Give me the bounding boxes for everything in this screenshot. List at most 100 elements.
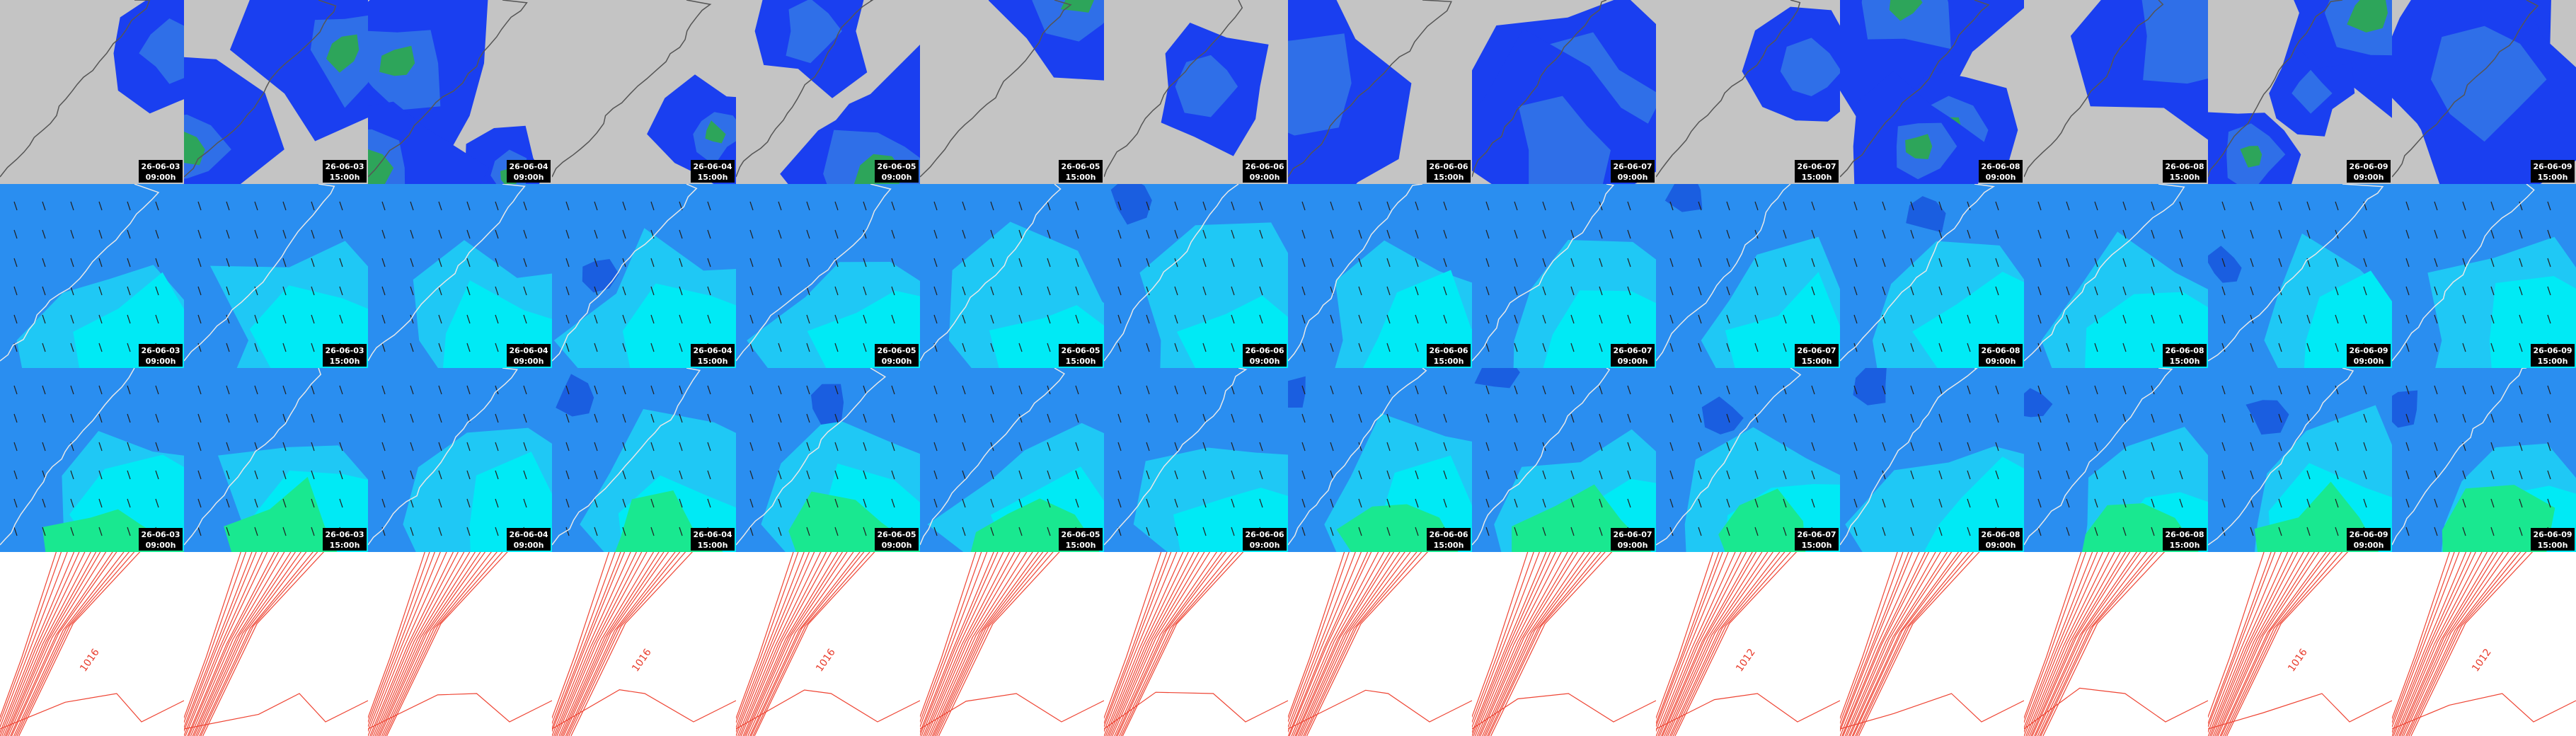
wind-arrow (679, 527, 683, 536)
tile-content (184, 0, 368, 184)
time-label: 09:00h (1250, 173, 1280, 182)
wind-arrow (2066, 470, 2070, 480)
precip-area (2430, 25, 2547, 142)
wind-arrow (1386, 385, 1391, 395)
wind-arrow (2122, 343, 2127, 352)
wind-arrow (1726, 385, 1730, 395)
wind-arrow (1853, 470, 1858, 480)
wind-arrow (749, 343, 754, 352)
wind-arrow (1995, 258, 1999, 268)
wind-arrow (1231, 498, 1235, 508)
isobar (1288, 552, 1362, 733)
wind-arrow (155, 258, 159, 268)
wind-arrow (2335, 527, 2339, 536)
date-label: 26-06-04 (693, 346, 732, 355)
map-tile (1840, 552, 2024, 736)
wind-arrow (565, 258, 570, 268)
wind-arrow (1386, 442, 1391, 452)
wind-arrow (1231, 229, 1235, 239)
label-box (139, 528, 183, 551)
wind-arrow (1443, 314, 1447, 324)
wind-arrow (42, 343, 46, 352)
time-label: 15:00h (2538, 357, 2568, 366)
wind-arrow (622, 498, 626, 508)
isobar (2398, 552, 2494, 736)
date-label: 26-06-09 (2533, 530, 2572, 539)
wind-arrow (311, 229, 315, 239)
wind-arrow (381, 258, 386, 268)
wind-arrow (565, 201, 570, 211)
wind-arrow (1938, 286, 1943, 296)
time-label: 09:00h (2354, 173, 2384, 182)
wind-arrow (410, 314, 414, 324)
wind-arrow (863, 201, 867, 211)
isobar (202, 552, 325, 736)
wind-arrow (2151, 258, 2155, 268)
date-label: 26-06-04 (509, 346, 548, 355)
wind-arrow (1174, 442, 1178, 452)
wind-arrow (1386, 498, 1391, 508)
wind-arrow (2519, 343, 2523, 352)
wind-arrow (1018, 385, 1023, 395)
wind-arrow (1853, 442, 1858, 452)
wind-arrow (1075, 470, 1079, 480)
wind-arrow (749, 258, 754, 268)
wind-arrow (2490, 258, 2495, 268)
wind-arrow (1669, 286, 1674, 296)
coastline (1288, 184, 1423, 362)
wind-arrow (155, 286, 159, 296)
wind-arrow (594, 527, 598, 536)
wind-arrow (1698, 201, 1702, 211)
wind-arrow (438, 527, 442, 536)
wind-arrow (70, 201, 74, 211)
wind-arrow (933, 286, 938, 296)
wind-arrow (650, 442, 655, 452)
precip-area (2292, 69, 2333, 114)
isobar (920, 693, 1104, 730)
wind-arrow (891, 286, 895, 296)
isobar (920, 552, 977, 718)
label-box (691, 344, 735, 367)
wind-arrow (962, 527, 966, 536)
wind-arrow (749, 385, 754, 395)
wind-arrow (2519, 229, 2523, 239)
wind-arrow (933, 314, 938, 324)
wind-arrow (1514, 286, 1518, 296)
wind-arrow (339, 442, 343, 452)
wind-arrow (410, 258, 414, 268)
wind-arrow (1938, 385, 1943, 395)
wind-arrow (2094, 498, 2098, 508)
wind-arrow (1202, 343, 1207, 352)
coastline (1104, 184, 1239, 362)
isobar (1844, 552, 1936, 736)
background (736, 552, 920, 736)
isobar (921, 552, 1004, 736)
wind-arrow (1174, 470, 1178, 480)
wind-arrow (466, 314, 471, 324)
wind-arrow (778, 286, 782, 296)
coastline (184, 184, 335, 362)
isobar (1840, 552, 1909, 730)
isobar (739, 552, 827, 736)
wind-arrow (1938, 258, 1943, 268)
isobar (195, 552, 301, 736)
tile-content (552, 0, 736, 184)
wind-arrow (311, 343, 315, 352)
wind-arrow (1018, 470, 1023, 480)
wind-arrow (2179, 442, 2183, 452)
wind-arrow (863, 413, 867, 423)
isobar (2211, 552, 2299, 736)
wind-arrow (495, 286, 499, 296)
isobar (8, 552, 107, 736)
wind-arrow (42, 385, 46, 395)
isobar (184, 552, 241, 720)
isobar (184, 552, 263, 736)
wind-arrow (2363, 413, 2367, 423)
wind-arrow (891, 229, 895, 239)
date-label: 26-06-04 (693, 162, 732, 171)
tile-content (368, 552, 552, 736)
isobar (187, 552, 275, 736)
